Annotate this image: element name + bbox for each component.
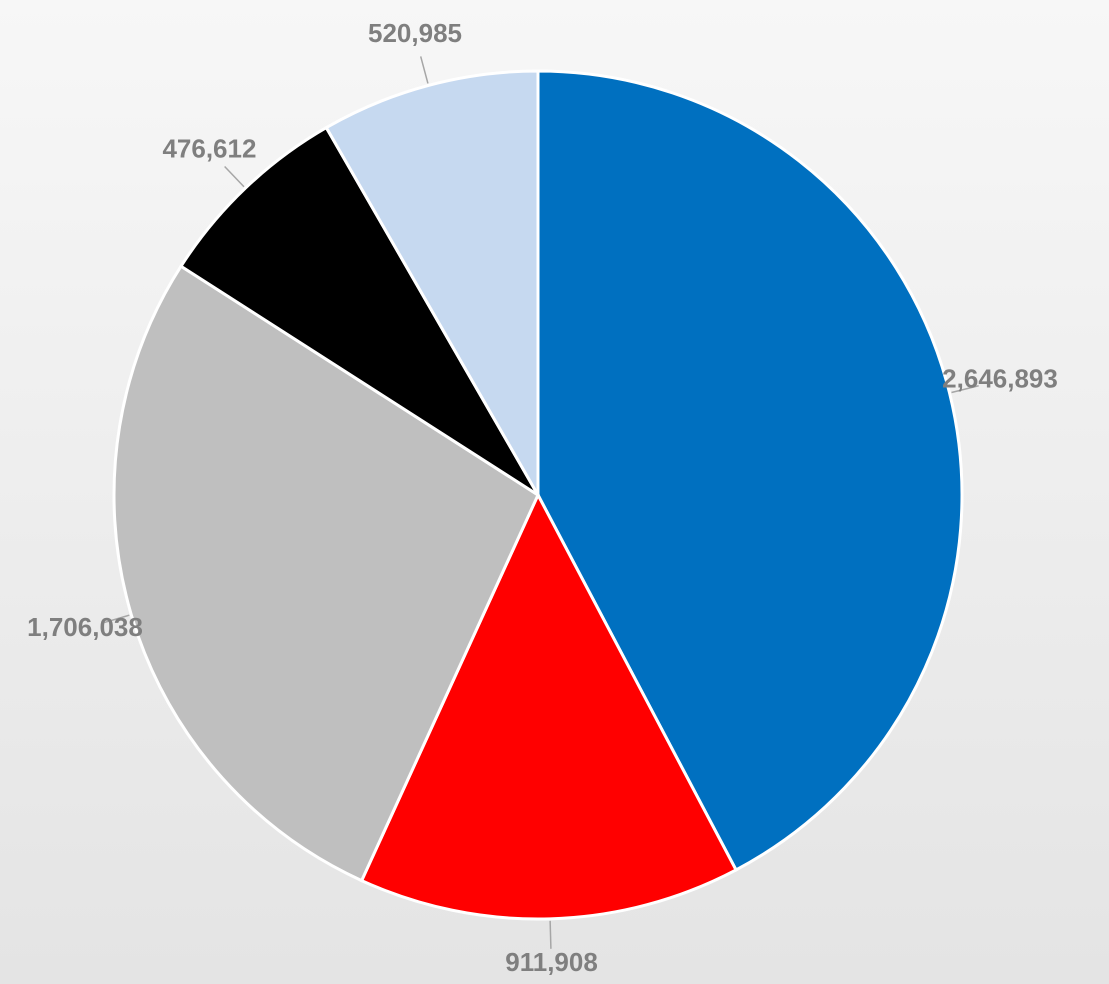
data-label: 911,908 xyxy=(505,947,598,977)
leader-line xyxy=(550,921,551,949)
page: 2,646,893911,9081,706,038476,612520,985 … xyxy=(0,0,1109,984)
data-label: 476,612 xyxy=(162,133,256,163)
data-label: 520,985 xyxy=(368,18,462,48)
data-label: 1,706,038 xyxy=(27,612,143,642)
data-label: 2,646,893 xyxy=(942,363,1058,393)
chart: 2,646,893 911,908 1,706,038 476,612 520,985 xyxy=(0,0,1109,984)
